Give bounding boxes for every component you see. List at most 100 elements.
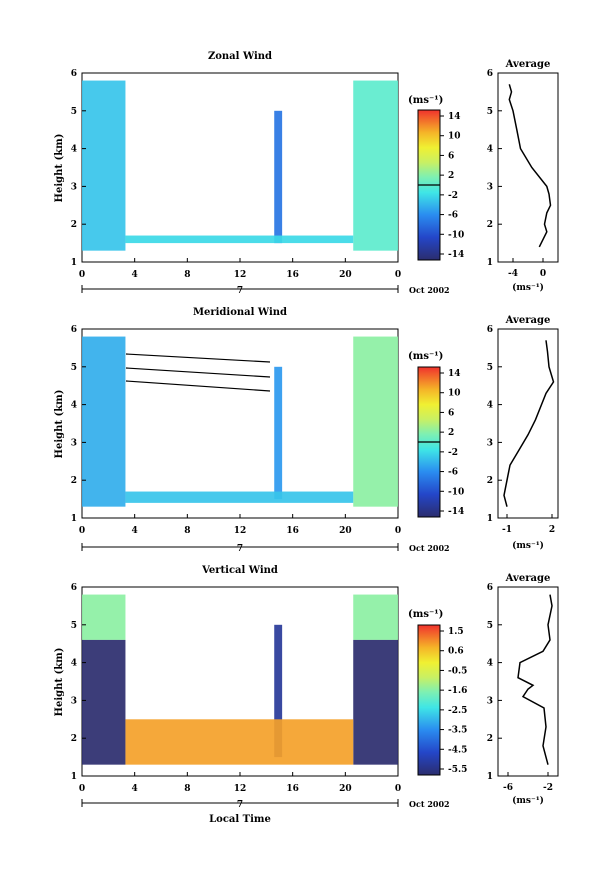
- average-x-tick-labels: -6 -2: [503, 772, 553, 793]
- average-x-label: (ms⁻¹): [512, 540, 544, 551]
- y-tick-label: 3: [71, 438, 77, 448]
- x-tick-label: 20: [339, 784, 352, 794]
- x-tick-label: 16: [286, 526, 299, 536]
- heatmap-block: [125, 491, 354, 503]
- colorbar-unit: (ms⁻¹): [408, 609, 443, 620]
- colorbar-tick-label: -6: [448, 468, 458, 478]
- average-y-tick-label: 2: [487, 734, 493, 744]
- y-tick-label: 3: [71, 696, 77, 706]
- y-tick-label: 2: [71, 220, 77, 230]
- colorbar-tick-label: 6: [448, 408, 454, 418]
- x-tick-label: 4: [132, 270, 138, 280]
- y-tick-labels: 1 2 3 4 5 6: [71, 583, 86, 782]
- x-tick-label: 16: [286, 270, 299, 280]
- average-x-tick-label: -6: [503, 783, 513, 793]
- x-tick-label: 8: [184, 526, 190, 536]
- x-tick-labels: 0 4 8 12 16 20 0: [79, 772, 401, 794]
- average-title: Average: [505, 315, 551, 326]
- average-y-tick-label: 5: [487, 363, 493, 373]
- x-tick-label: 0: [395, 784, 401, 794]
- y-tick-label: 1: [71, 514, 77, 524]
- heatmap-blocks: [82, 336, 398, 507]
- heatmap-block: [125, 235, 354, 244]
- colorbar-tick-label: -0.5: [448, 666, 467, 676]
- colorbar-tick-label: -4.5: [448, 745, 467, 755]
- gap-interpolation-line-2: [125, 367, 271, 378]
- colorbar-tick-label: 14: [448, 369, 461, 379]
- y-tick-label: 5: [71, 621, 77, 631]
- y-tick-label: 4: [71, 659, 77, 669]
- colorbar-unit: (ms⁻¹): [408, 95, 443, 106]
- y-tick-label: 5: [71, 363, 77, 373]
- x-tick-label: 20: [339, 270, 352, 280]
- x-tick-label: 4: [132, 784, 138, 794]
- average-y-tick-label: 6: [487, 325, 493, 335]
- heatmap-block: [274, 110, 283, 244]
- plot-frame: [81, 72, 399, 263]
- average-y-tick-label: 5: [487, 107, 493, 117]
- colorbar-tick-labels: 14 10 6 2 -2 -6 -10 -14: [440, 369, 464, 517]
- heatmap-block: [353, 639, 398, 765]
- colorbar-tick-label: 6: [448, 151, 454, 161]
- average-y-tick-label: 6: [487, 69, 493, 79]
- average-frame: [497, 72, 559, 263]
- colorbar: [417, 624, 441, 776]
- average-y-tick-label: 4: [487, 145, 493, 155]
- average-profile-line: [503, 340, 555, 507]
- date-label: 7: [237, 800, 243, 810]
- average-x-tick-label: -2: [543, 783, 553, 793]
- average-y-tick-label: 3: [487, 696, 493, 706]
- average-y-tick-label: 4: [487, 659, 493, 669]
- x-tick-label: 0: [79, 526, 85, 536]
- average-x-label: (ms⁻¹): [512, 795, 544, 806]
- average-y-tick-label: 1: [487, 514, 493, 524]
- y-tick-label: 1: [71, 772, 77, 782]
- x-tick-label: 4: [132, 526, 138, 536]
- plot-frame: [81, 328, 399, 519]
- average-x-label: (ms⁻¹): [512, 282, 544, 293]
- average-title: Average: [505, 59, 551, 70]
- colorbar-tick-label: -2: [448, 448, 458, 458]
- y-tick-label: 1: [71, 258, 77, 268]
- colorbar-tick-label: -1.6: [448, 686, 467, 696]
- gap-interpolation-line-1: [125, 353, 271, 363]
- average-x-tick-label: 0: [540, 269, 546, 279]
- average-frame: [497, 586, 559, 777]
- y-tick-label: 6: [71, 325, 77, 335]
- average-y-tick-label: 5: [487, 621, 493, 631]
- colorbar-tick-label: 2: [448, 428, 454, 438]
- colorbar-tick-label: 14: [448, 112, 461, 122]
- x-tick-label: 0: [395, 526, 401, 536]
- average-y-tick-label: 4: [487, 401, 493, 411]
- average-y-tick-labels: 1 2 3 4 5 6: [487, 69, 502, 268]
- colorbar-tick-label: -10: [448, 230, 464, 240]
- heatmap-blocks: [82, 594, 398, 765]
- average-y-tick-label: 3: [487, 182, 493, 192]
- x-tick-label: 12: [234, 270, 247, 280]
- y-tick-labels: 1 2 3 4 5 6: [71, 69, 86, 268]
- x-tick-label: 8: [184, 270, 190, 280]
- colorbar-tick-label: -6: [448, 211, 458, 221]
- average-y-tick-label: 2: [487, 220, 493, 230]
- average-profile-line: [517, 594, 553, 765]
- x-tick-label: 8: [184, 784, 190, 794]
- average-y-tick-label: 2: [487, 476, 493, 486]
- heatmap-block: [353, 336, 398, 507]
- panel-title: Meridional Wind: [193, 307, 287, 318]
- x-tick-labels: 0 4 8 12 16 20 0: [79, 514, 401, 536]
- x-tick-label: 12: [234, 784, 247, 794]
- colorbar-tick-label: -2: [448, 191, 458, 201]
- x-tick-label: 0: [79, 270, 85, 280]
- heatmap-block: [82, 336, 126, 507]
- y-tick-label: 2: [71, 476, 77, 486]
- month-label: Oct 2002: [409, 285, 450, 295]
- colorbar-tick-label: 2: [448, 171, 454, 181]
- panel-title: Vertical Wind: [201, 565, 278, 576]
- colorbar-tick-label: -2.5: [448, 706, 467, 716]
- average-profile-line: [508, 84, 552, 248]
- average-x-tick-labels: -1 2: [502, 514, 555, 535]
- y-tick-label: 6: [71, 69, 77, 79]
